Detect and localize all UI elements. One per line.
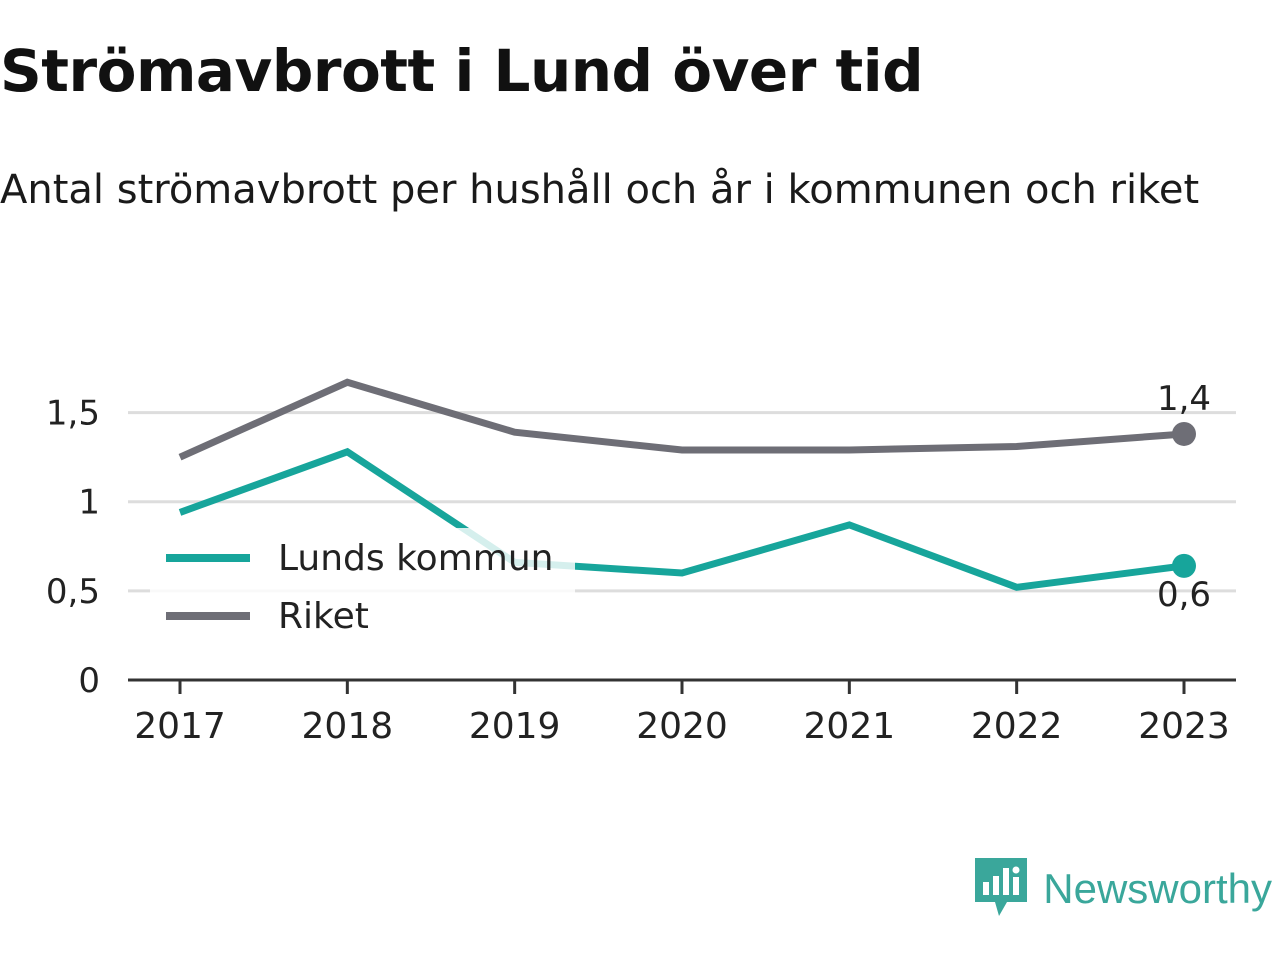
x-tick-label: 2017: [134, 706, 226, 747]
legend-label: Lunds kommun: [278, 538, 553, 579]
y-tick-label: 1: [78, 483, 100, 523]
series-line: [178, 378, 1185, 461]
end-point-marker: [1172, 421, 1196, 446]
y-tick-label: 0,5: [46, 572, 100, 612]
x-tick-label: 2022: [971, 706, 1063, 747]
axes: 0 0,5 1 1,5 2017 2018 2019 2020 2021 2022 2023: [46, 394, 1236, 747]
legend-background: [150, 528, 575, 646]
series-line: [178, 447, 1185, 591]
chart-subtitle: Antal strömavbrott per hushåll och år i …: [0, 167, 1200, 213]
x-tick-label: 2023: [1138, 706, 1230, 747]
newsworthy-logo-icon: [975, 858, 1028, 916]
series-lines: [178, 378, 1185, 591]
y-tick-label: 1,5: [46, 394, 100, 434]
legend: Lunds kommun Riket: [150, 528, 575, 646]
y-tick-label: 0: [78, 661, 100, 701]
x-tick-label: 2019: [469, 706, 561, 747]
brand-name: Newsworthy: [1043, 865, 1272, 912]
end-value-label: 1,4: [1157, 379, 1211, 419]
end-point-marker: [1172, 553, 1196, 578]
x-tick-label: 2020: [636, 706, 728, 747]
chart-title: Strömavbrott i Lund över tid: [0, 37, 924, 105]
legend-label: Riket: [278, 596, 369, 637]
brand-footer: Newsworthy: [975, 858, 1272, 920]
end-labels: 0,6 1,4: [1157, 379, 1211, 615]
x-tick-label: 2021: [804, 706, 896, 747]
end-value-label: 0,6: [1157, 575, 1211, 615]
line-chart: 0 0,5 1 1,5 2017 2018 2019 2020 2021 2022 2023 Lun…: [46, 378, 1236, 747]
x-tick-label: 2018: [302, 706, 394, 747]
